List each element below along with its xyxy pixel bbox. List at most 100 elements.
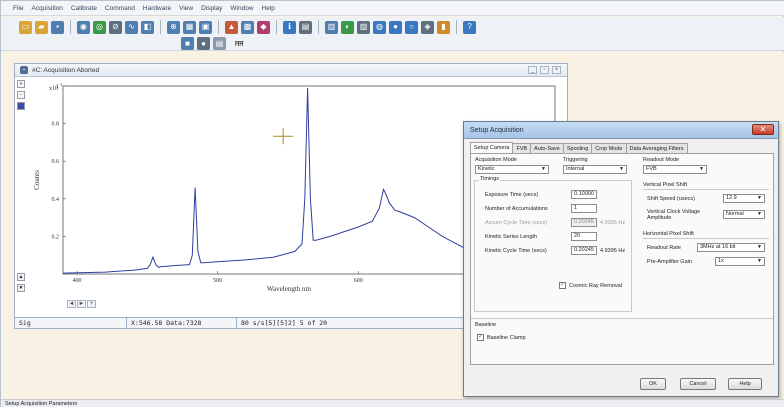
display-mode-field[interactable]: Sig [15, 318, 127, 328]
minimize-button[interactable]: _ [528, 66, 537, 74]
accumulations-input[interactable]: 1 [571, 204, 597, 213]
zoom-in-side-button[interactable]: + [17, 80, 25, 88]
chart1-icon[interactable]: ▥ [325, 20, 338, 34]
export-icon[interactable]: ▤ [213, 37, 226, 50]
print-icon[interactable]: ▤ [299, 20, 312, 34]
chevron-down-icon: ▼ [619, 166, 624, 172]
shift-speed-label: Shift Speed (usecs) [647, 196, 695, 202]
acq-mode-label: Acquisition Mode [475, 157, 517, 163]
tab-data-averaging-filters[interactable]: Data Averaging Filters [625, 143, 688, 153]
dialog-title: Setup Acquisition [470, 126, 524, 134]
scroll-up-side-button[interactable]: ▲ [17, 273, 25, 281]
help-button[interactable]: Help [728, 378, 762, 390]
dialog-titlebar[interactable]: Setup Acquisition ✕ [464, 122, 778, 139]
menu-view[interactable]: View [179, 4, 194, 12]
image-icon[interactable]: ▩ [241, 20, 254, 34]
ok-button[interactable]: OK [640, 378, 666, 390]
readout-rate-value: 3MHz at 16 bit [700, 244, 736, 250]
dialog-close-button[interactable]: ✕ [752, 124, 774, 135]
help-icon[interactable]: ? [463, 20, 476, 34]
menu-calibrate[interactable]: Calibrate [70, 4, 97, 12]
cancel-button[interactable]: Cancel [680, 378, 716, 390]
graph-icon[interactable]: ∿ [125, 20, 138, 34]
circle-icon[interactable]: ○ [405, 20, 418, 34]
menu-help[interactable]: Help [261, 4, 275, 12]
open-file-icon[interactable]: ▰ [35, 20, 48, 34]
restore-button[interactable]: ▫ [540, 66, 549, 74]
new-file-icon[interactable]: ▭ [19, 20, 32, 34]
spectrum-window-titlebar[interactable]: ▪ #C: Acquisition Aborted _ ▫ × [15, 64, 567, 77]
zoom-icon[interactable]: ⊕ [167, 20, 180, 34]
tab-spooling[interactable]: Spooling [562, 143, 593, 153]
shutter-icon[interactable]: ● [197, 37, 210, 50]
camera-icon[interactable]: ◉ [77, 20, 90, 34]
color-icon[interactable]: ◆ [257, 20, 270, 34]
spectrum-series-line [62, 87, 556, 274]
toolbar-separator [276, 20, 277, 34]
main-toolbar: ▭ ▰ ▪ ◉ ◎ ⊘ ∿ ◧ ⊕ ▦ ▣ ▲ ▩ ◆ ℹ ▤ ▥ ◐ ▧ ◍ ● ○ ◈ ▮? [1, 17, 784, 37]
next-frame-button[interactable]: ► [77, 300, 86, 308]
spectrum-icon[interactable]: ▲ [225, 20, 238, 34]
readout-rate-select[interactable]: 3MHz at 16 bit ▼ [697, 243, 765, 252]
color-side-button[interactable]: ■ [17, 102, 25, 110]
baseline-clamp-label: Baseline Clamp [487, 335, 526, 341]
camera-small-icon[interactable]: ■ [181, 37, 194, 50]
setup-acquisition-dialog: Setup Acquisition ✕ Setup Camera FVB Aut… [463, 121, 779, 397]
info-icon[interactable]: ℹ [283, 20, 296, 34]
cube-icon[interactable]: ◈ [421, 20, 434, 34]
scroll-down-side-button[interactable]: ▼ [17, 284, 25, 292]
tab-crop-mode[interactable]: Crop Mode [591, 143, 627, 153]
photo-icon[interactable]: ▧ [357, 20, 370, 34]
stop-icon[interactable]: ⊘ [109, 20, 122, 34]
menu-file[interactable]: File [13, 4, 24, 12]
target-icon[interactable]: ◎ [93, 20, 106, 34]
x-axis-label: Wavelength nm [267, 285, 312, 293]
toolbar-separator [456, 20, 457, 34]
menu-command[interactable]: Command [104, 4, 135, 12]
disc-icon[interactable]: ● [389, 20, 402, 34]
chevron-down-icon: ▼ [757, 258, 762, 264]
acq-mode-select[interactable]: Kinetic ▼ [475, 165, 549, 174]
tab-fvb[interactable]: FVB [512, 143, 532, 153]
chevron-down-icon: ▼ [757, 211, 762, 217]
kinetic-cycle-input[interactable]: 0.20245 [571, 246, 597, 255]
menu-window[interactable]: Window [230, 4, 254, 12]
kinetic-cycle-hz: 4.9395 Hz [600, 248, 626, 254]
x-tick-label: 400 [73, 278, 82, 284]
add-frame-button[interactable]: + [87, 300, 96, 308]
grid-icon[interactable]: ▦ [183, 20, 196, 34]
vclock-select[interactable]: Normal ▼ [723, 210, 765, 219]
vshift-divider [643, 189, 769, 190]
spectrum-status-bar: Sig X:546.58 Data:7328 80 s/s[5][5]2] 5 … [15, 317, 567, 328]
exposure-time-input[interactable]: 0.10000 [571, 190, 597, 199]
cosmic-ray-checkbox[interactable]: ✓ [559, 282, 566, 289]
kinetic-series-input[interactable]: 20 [571, 232, 597, 241]
preamp-select[interactable]: 1x ▼ [715, 257, 765, 266]
save-file-icon[interactable]: ▪ [51, 20, 64, 34]
vshift-label: Vertical Pixel Shift [643, 182, 688, 188]
readout-mode-select[interactable]: FVB ▼ [643, 165, 707, 174]
zoom-out-side-button[interactable]: - [17, 91, 25, 99]
bars-icon[interactable]: ▮ [437, 20, 450, 34]
tab-auto-save[interactable]: Auto-Save [530, 143, 564, 153]
baseline-clamp-checkbox[interactable]: ✓ [477, 334, 484, 341]
tab-setup-camera[interactable]: Setup Camera [470, 142, 514, 153]
chevron-down-icon: ▼ [541, 166, 546, 172]
triggering-value: Internal [566, 166, 585, 172]
y-tick-label: 0.8 [52, 122, 60, 128]
signal-icon[interactable]: ◍ [373, 20, 386, 34]
fit-icon[interactable]: ▣ [199, 20, 212, 34]
acq-mode-value: Kinetic [478, 166, 495, 172]
y-tick-label: 0.4 [52, 197, 60, 203]
chart2-icon[interactable]: ◐ [341, 20, 354, 34]
menu-acquisition[interactable]: Acquisition [31, 4, 63, 12]
close-window-button[interactable]: × [552, 66, 561, 74]
triggering-label: Triggering [563, 157, 588, 163]
menu-display[interactable]: Display [201, 4, 223, 12]
shift-speed-select[interactable]: 12.9 ▼ [723, 194, 765, 203]
menu-hardware[interactable]: Hardware [142, 4, 172, 12]
calibrate-icon[interactable]: ◧ [141, 20, 154, 34]
triggering-select[interactable]: Internal ▼ [563, 165, 627, 174]
prev-frame-button[interactable]: ◄ [67, 300, 76, 308]
